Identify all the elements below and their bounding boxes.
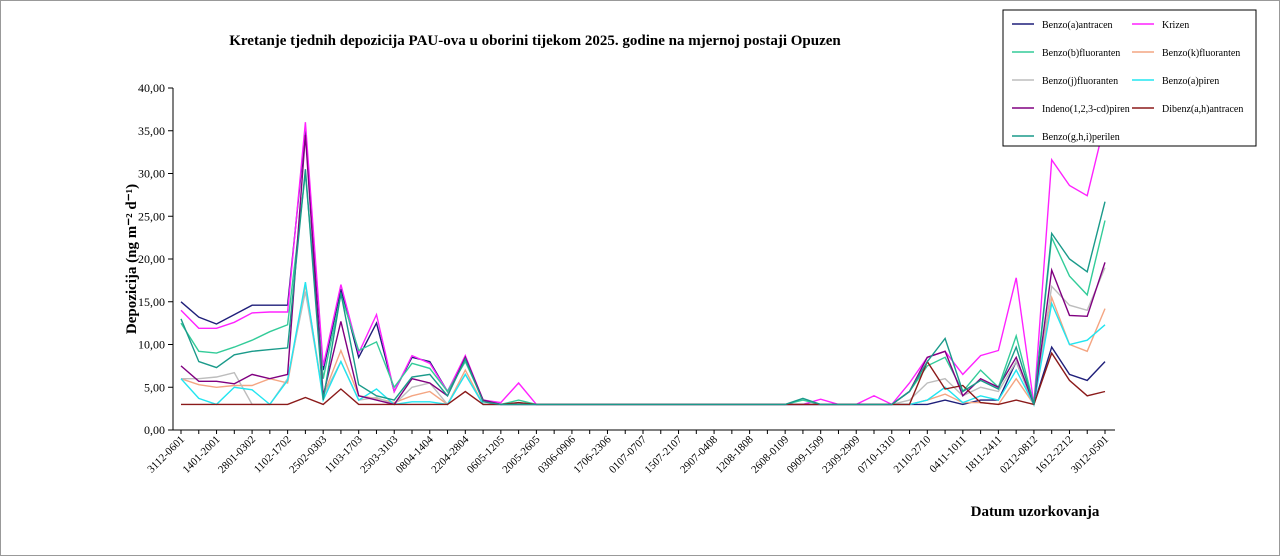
y-tick-label: 0,00 [144,423,165,437]
legend-label: Benzo(a)antracen [1042,20,1113,31]
legend-label: Benzo(b)fluoranten [1042,48,1120,59]
y-tick-label: 35,00 [138,124,165,138]
y-tick-label: 5,00 [144,380,165,394]
legend-label: Benzo(a)piren [1162,76,1219,87]
legend-label: Krizen [1162,20,1189,31]
y-tick-label: 30,00 [138,167,165,181]
series-line [180,169,1106,406]
chart-title: Kretanje tjednih depozicija PAU-ova u ob… [229,33,841,49]
legend-box [1002,9,1257,147]
y-axis-label: Depozicija (ng m⁻² d⁻¹) [124,184,140,334]
y-tick-label: 15,00 [138,295,165,309]
legend-label: Indeno(1,2,3-cd)piren [1042,104,1130,115]
legend-label: Benzo(g,h,i)perilen [1042,132,1120,143]
y-tick-label: 20,00 [138,252,165,266]
legend-label: Benzo(j)fluoranten [1042,76,1118,87]
y-tick-label: 10,00 [138,338,165,352]
y-tick-label: 25,00 [138,209,165,223]
legend-label: Dibenz(a,h)antracen [1162,104,1243,115]
legend-label: Benzo(k)fluoranten [1162,48,1240,59]
y-tick-label: 40,00 [138,81,165,95]
x-axis-label: Datum uzorkovanja [971,504,1100,520]
